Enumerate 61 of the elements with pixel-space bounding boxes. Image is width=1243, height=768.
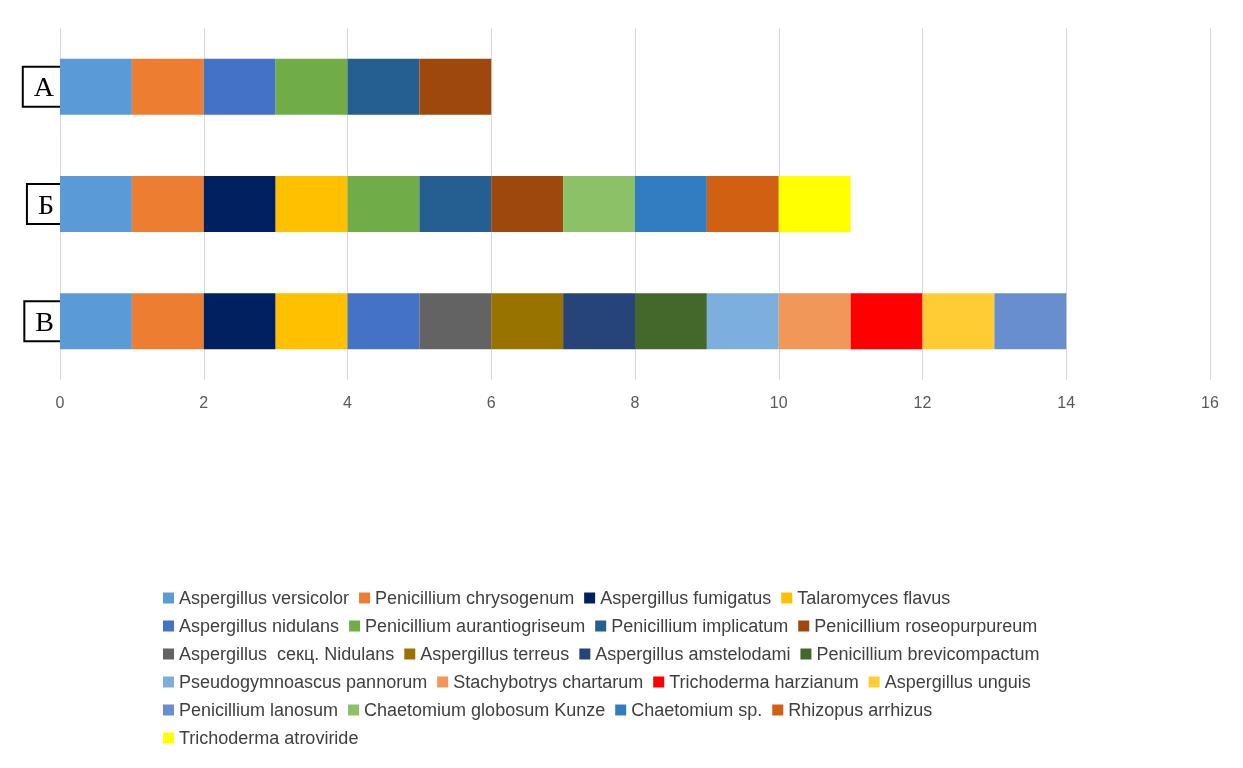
bar — [994, 293, 1067, 350]
legend-label: Aspergillus секц. Nidulans — [179, 644, 395, 664]
bar — [491, 176, 564, 232]
bar — [563, 176, 635, 232]
legend-label: Rhizopus arrhizus — [788, 700, 933, 720]
bar — [347, 293, 420, 350]
bar — [131, 293, 204, 350]
legend-label: Aspergillus fumigatus — [600, 588, 772, 608]
legend-label: Penicillium implicatum — [611, 616, 789, 636]
legend-label: Penicillium chrysogenum — [375, 588, 575, 608]
bar — [347, 58, 420, 115]
bar — [491, 293, 564, 350]
bar — [635, 176, 707, 232]
x-tick-label: 14 — [1057, 393, 1076, 411]
bar — [419, 176, 492, 232]
bar — [706, 176, 779, 232]
bar — [275, 293, 348, 350]
legend-label: Aspergillus unguis — [884, 672, 1031, 692]
legend-label: Aspergillus versicolor — [179, 588, 350, 608]
x-tick-label: 12 — [913, 393, 932, 411]
bar — [275, 58, 348, 115]
y-tick-label: А — [33, 71, 55, 103]
legend-label: Chaetomium globosum Kunze — [364, 700, 606, 720]
x-tick-label: 6 — [486, 393, 496, 411]
legend-label: Penicillium lanosum — [179, 700, 339, 720]
x-tick-label: 8 — [630, 393, 640, 411]
legend-label: Penicillium roseopurpureum — [814, 616, 1038, 636]
y-tick-label: В — [35, 305, 54, 337]
bar — [347, 176, 420, 232]
x-tick-label: 4 — [343, 393, 353, 411]
legend-label: Penicillium brevicompactum — [816, 644, 1040, 664]
bar — [275, 176, 348, 232]
bar — [131, 58, 204, 115]
bar — [635, 293, 707, 350]
x-tick-label: 16 — [1201, 393, 1219, 411]
bar — [922, 293, 995, 350]
x-tick-label: 0 — [55, 393, 65, 411]
x-tick-label: 10 — [769, 393, 788, 411]
legend-label: Chaetomium sp. — [631, 700, 763, 720]
x-tick-label: 2 — [199, 393, 209, 411]
legend-label: Aspergillus amstelodami — [595, 644, 791, 664]
legend-label: Aspergillus nidulans — [179, 616, 340, 636]
legend-label: Trichoderma atroviride — [179, 728, 359, 748]
bar — [203, 176, 276, 232]
bar — [778, 176, 851, 232]
bar — [419, 293, 492, 350]
bar — [850, 293, 923, 350]
legend-label: Talaromyces flavus — [797, 588, 951, 608]
bar — [203, 58, 276, 115]
legend-label: Stachybotrys chartarum — [453, 672, 644, 692]
bar — [131, 176, 204, 232]
legend-label: Trichoderma harzianum — [669, 672, 859, 692]
legend-label: Pseudogymnoascus pannorum — [179, 672, 428, 692]
legend-label: Aspergillus terreus — [420, 644, 570, 664]
bar — [563, 293, 635, 350]
bar — [419, 58, 492, 115]
legend-label: Penicillium aurantiogriseum — [365, 616, 586, 636]
bar — [778, 293, 851, 350]
bar — [203, 293, 276, 350]
y-tick-label: Б — [37, 188, 54, 220]
bar — [706, 293, 779, 350]
